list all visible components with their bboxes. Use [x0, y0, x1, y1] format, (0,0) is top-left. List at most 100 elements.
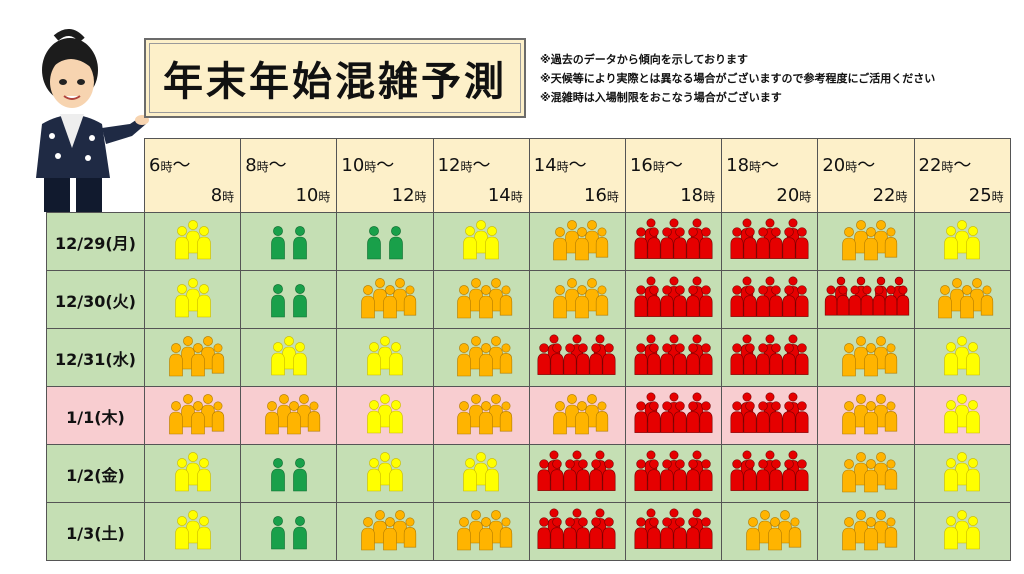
congestion-level-4-icon — [624, 386, 723, 445]
congestion-level-3-icon — [817, 444, 915, 503]
date-label: 1/3(土) — [46, 502, 145, 561]
time-header-row: 6時〜 8時 8時〜 10時 10時〜 12時 12時〜 14時 14時〜 16時 16時〜 18時 1… — [47, 138, 1011, 213]
congestion-level-3-icon — [817, 502, 915, 561]
congestion-level-3-icon — [143, 386, 242, 445]
title-banner: 年末年始混雑予測 — [144, 38, 526, 118]
congestion-level-2-icon — [432, 212, 530, 271]
date-label: 1/2(金) — [46, 444, 145, 503]
table-row: 12/29(月) — [46, 212, 1011, 271]
date-label: 12/29(月) — [46, 212, 145, 271]
congestion-level-1-icon — [240, 212, 338, 271]
table-row: 1/1(木) — [46, 386, 1011, 445]
time-slot-end: 18時 — [680, 185, 716, 206]
congestion-level-2-icon — [336, 328, 434, 387]
congestion-level-4-icon — [528, 502, 626, 561]
congestion-level-4-icon — [528, 444, 626, 503]
congestion-level-3-icon — [432, 386, 530, 445]
congestion-level-4-icon — [721, 212, 819, 271]
congestion-level-3-icon — [432, 270, 530, 329]
table-row: 1/2(金) — [46, 444, 1011, 503]
time-slot-end: 12時 — [391, 185, 427, 206]
congestion-level-3-icon — [913, 270, 1011, 329]
time-slot-header: 12時〜 14時 — [432, 138, 530, 213]
time-slot-header: 20時〜 22時 — [817, 138, 915, 213]
congestion-level-3-icon — [336, 502, 434, 561]
congestion-level-2-icon — [143, 212, 242, 271]
congestion-level-2-icon — [913, 444, 1011, 503]
congestion-level-4-icon — [624, 502, 723, 561]
congestion-level-5-icon — [817, 270, 915, 329]
time-slot-end: 22時 — [872, 185, 908, 206]
congestion-level-4-icon — [624, 328, 723, 387]
time-slot-end: 10時 — [295, 185, 331, 206]
congestion-level-1-icon — [240, 270, 338, 329]
time-slot-start: 18時〜 — [726, 155, 780, 176]
congestion-level-3-icon — [432, 502, 530, 561]
note-line: ※混雑時は入場制限をおこなう場合がございます — [540, 91, 782, 104]
time-slot-start: 10時〜 — [341, 155, 395, 176]
date-label: 12/31(水) — [46, 328, 145, 387]
table-row: 12/31(水) — [46, 328, 1011, 387]
time-slot-start: 8時〜 — [245, 155, 287, 176]
time-slot-header: 14時〜 16時 — [528, 138, 626, 213]
congestion-level-2-icon — [240, 328, 338, 387]
congestion-level-3-icon — [817, 212, 915, 271]
congestion-level-2-icon — [913, 212, 1011, 271]
time-slot-start: 12時〜 — [437, 155, 491, 176]
congestion-level-3-icon — [817, 328, 915, 387]
congestion-level-4-icon — [624, 212, 723, 271]
congestion-level-3-icon — [721, 502, 819, 561]
time-slot-header: 22時〜 25時 — [913, 138, 1011, 213]
time-slot-header: 6時〜 8時 — [143, 138, 242, 213]
congestion-level-3-icon — [143, 328, 242, 387]
congestion-level-2-icon — [913, 386, 1011, 445]
notes-block: ※過去のデータから傾向を示しております ※天候等により実際とは異なる場合がござい… — [540, 50, 935, 107]
page-title: 年末年始混雑予測 — [163, 59, 507, 105]
congestion-level-2-icon — [432, 444, 530, 503]
congestion-level-4-icon — [624, 444, 723, 503]
congestion-level-2-icon — [913, 502, 1011, 561]
time-slot-end: 8時 — [210, 185, 235, 206]
congestion-level-3-icon — [528, 386, 626, 445]
congestion-level-3-icon — [817, 386, 915, 445]
congestion-level-3-icon — [528, 212, 626, 271]
staff-mascot-illustration — [36, 29, 149, 212]
congestion-level-2-icon — [336, 386, 434, 445]
congestion-level-1-icon — [240, 502, 338, 561]
congestion-level-2-icon — [913, 328, 1011, 387]
congestion-level-2-icon — [143, 270, 242, 329]
time-slot-header: 18時〜 20時 — [721, 138, 819, 213]
congestion-level-4-icon — [624, 270, 723, 329]
time-slot-end: 25時 — [968, 185, 1004, 206]
congestion-level-4-icon — [721, 444, 819, 503]
time-slot-start: 22時〜 — [918, 155, 972, 176]
time-slot-end: 16時 — [584, 185, 619, 206]
congestion-level-2-icon — [336, 444, 434, 503]
congestion-level-1-icon — [240, 444, 338, 503]
congestion-table: 6時〜 8時 8時〜 10時 10時〜 12時 12時〜 14時 14時〜 16時 16時〜 18時 1… — [46, 138, 1011, 561]
time-slot-end: 20時 — [776, 185, 812, 206]
table-row: 1/3(土) — [46, 502, 1011, 561]
congestion-level-4-icon — [721, 270, 819, 329]
time-slot-start: 14時〜 — [533, 155, 587, 176]
congestion-level-2-icon — [143, 444, 242, 503]
date-label: 12/30(火) — [46, 270, 145, 329]
congestion-level-3-icon — [336, 270, 434, 329]
time-slot-header: 16時〜 18時 — [624, 138, 723, 213]
congestion-level-3-icon — [240, 386, 338, 445]
congestion-level-4-icon — [721, 386, 819, 445]
congestion-level-1-icon — [336, 212, 434, 271]
congestion-level-2-icon — [143, 502, 242, 561]
note-line: ※天候等により実際とは異なる場合がございますので参考程度にご活用ください — [540, 72, 936, 85]
table-row: 12/30(火) — [46, 270, 1011, 329]
time-slot-header: 8時〜 10時 — [240, 138, 338, 213]
congestion-level-4-icon — [721, 328, 819, 387]
time-slot-end: 14時 — [487, 185, 523, 206]
time-slot-header: 10時〜 12時 — [336, 138, 434, 213]
time-slot-start: 16時〜 — [629, 155, 683, 176]
note-line: ※過去のデータから傾向を示しております — [540, 53, 749, 66]
date-label: 1/1(木) — [46, 386, 145, 445]
congestion-level-4-icon — [528, 328, 626, 387]
time-slot-start: 20時〜 — [822, 155, 876, 176]
time-slot-start: 6時〜 — [149, 155, 191, 176]
